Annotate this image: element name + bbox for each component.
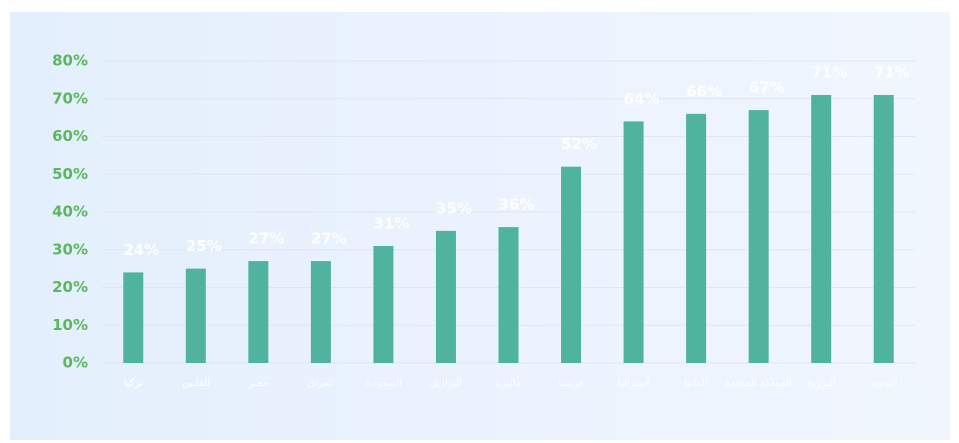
y-tick-label: 10% xyxy=(52,316,88,334)
bar xyxy=(811,94,832,363)
bar xyxy=(873,94,894,363)
x-tick-label: تركيا xyxy=(124,378,143,389)
y-tick-label: 50% xyxy=(52,165,88,183)
bar xyxy=(435,230,456,363)
value-label: 27% xyxy=(311,230,347,248)
y-tick-label: 60% xyxy=(52,127,88,145)
x-tick-label: السويد xyxy=(870,378,898,389)
y-tick-label: 70% xyxy=(52,89,88,107)
bar xyxy=(748,110,769,363)
x-tick-label: المملكة المتحدة xyxy=(725,378,791,389)
x-tick-label: مصر xyxy=(248,378,269,389)
x-tick-label: ماليزيا xyxy=(496,378,522,389)
value-label: 27% xyxy=(248,230,284,248)
y-tick-label: 80% xyxy=(52,52,88,70)
bar xyxy=(248,261,269,363)
bar xyxy=(561,166,582,363)
x-tick-label: فرنسا xyxy=(559,378,584,389)
bar xyxy=(686,113,707,363)
x-tick-label: السعودية xyxy=(365,378,402,389)
value-label: 25% xyxy=(186,237,222,255)
value-label: 71% xyxy=(811,63,847,81)
y-tick-label: 20% xyxy=(52,278,88,296)
x-tick-label: البرازيل xyxy=(430,378,462,389)
y-tick-label: 40% xyxy=(52,203,88,221)
bar xyxy=(498,227,519,363)
value-label: 64% xyxy=(624,90,660,108)
bar xyxy=(623,121,644,364)
value-label: 67% xyxy=(749,79,785,97)
value-label: 52% xyxy=(561,135,597,153)
bar xyxy=(310,261,331,363)
value-label: 66% xyxy=(686,82,722,100)
x-tick-label: أستراليا xyxy=(618,376,650,389)
bar xyxy=(123,272,144,363)
value-label: 71% xyxy=(874,63,910,81)
bar xyxy=(185,268,206,363)
bar xyxy=(373,245,394,363)
value-label: 24% xyxy=(123,241,159,259)
value-label: 36% xyxy=(499,196,535,214)
panel xyxy=(10,12,950,440)
x-tick-label: ألمانيا xyxy=(684,376,708,389)
x-tick-label: العراق xyxy=(308,378,335,389)
y-tick-label: 0% xyxy=(63,354,88,372)
value-label: 35% xyxy=(436,199,472,217)
y-tick-label: 30% xyxy=(52,240,88,258)
x-tick-label: الفلبين xyxy=(182,378,210,389)
value-label: 31% xyxy=(373,214,409,232)
x-tick-label: النرويج xyxy=(807,378,835,389)
